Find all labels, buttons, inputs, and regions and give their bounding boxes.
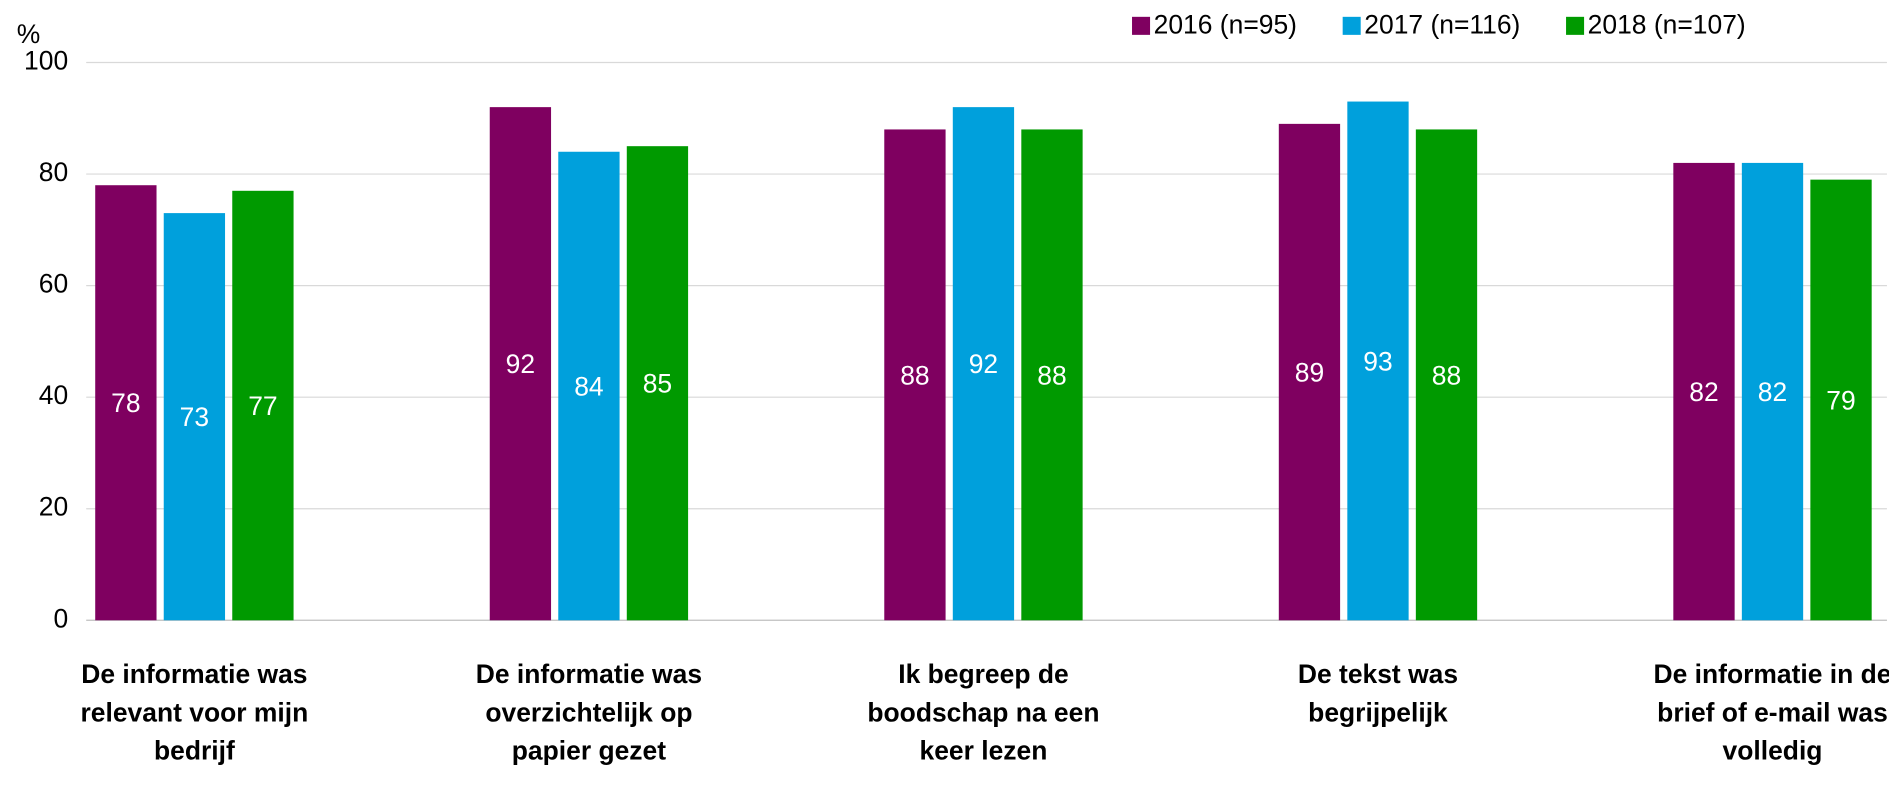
x-tick-label: Ik begreep de boodschap na een keer lezen (867, 659, 1099, 766)
bar (489, 107, 552, 621)
data-label: 84 (574, 371, 603, 401)
data-label: 82 (1758, 377, 1787, 407)
x-tick-label: De tekst was begrijpelijk (1298, 659, 1458, 727)
legend-label: 2018 (n=107) (1588, 9, 1746, 39)
y-tick-label: 40 (39, 380, 68, 410)
data-label: 88 (900, 360, 929, 390)
y-tick-label: 0 (53, 603, 68, 633)
bar (163, 213, 226, 621)
bar (884, 129, 946, 621)
bar (1810, 179, 1872, 621)
data-label: 88 (1432, 360, 1461, 390)
data-label: 77 (248, 391, 277, 421)
bar (232, 190, 294, 621)
bar (626, 146, 689, 621)
x-tick-label-line: overzichtelijk op (485, 697, 692, 727)
x-tick-label-line: boodschap na een (867, 697, 1099, 727)
data-label: 89 (1295, 357, 1324, 387)
y-tick-label: 80 (39, 157, 68, 187)
y-tick-label: 60 (39, 269, 68, 299)
bar (95, 185, 157, 621)
y-axis-label: % (17, 19, 41, 49)
legend-label: 2016 (n=95) (1154, 9, 1297, 39)
y-tick-label: 20 (39, 492, 68, 522)
x-tick-label-line: keer lezen (920, 736, 1048, 766)
data-label: 82 (1689, 377, 1718, 407)
x-tick-label-line: De tekst was (1298, 659, 1458, 689)
data-label: 79 (1826, 385, 1855, 415)
bar (952, 107, 1015, 621)
data-label: 78 (111, 388, 140, 418)
x-tick-label-line: Ik begreep de (898, 659, 1068, 689)
x-tick-label-line: begrijpelijk (1308, 697, 1448, 727)
x-tick-label-line: papier gezet (512, 736, 666, 766)
data-label: 73 (180, 402, 209, 432)
y-tick-label: 100 (24, 45, 68, 75)
legend-swatch (1342, 16, 1361, 35)
bar (1741, 162, 1804, 621)
x-tick-label: De informatie in de brief of e-mail was vo… (1654, 659, 1889, 766)
bar (1021, 129, 1083, 621)
bar (1415, 129, 1478, 621)
x-tick-label-line: De informatie was (81, 659, 307, 689)
bar (1278, 123, 1341, 621)
x-tick-label: De informatie was relevant voor mijn bedri… (81, 659, 309, 766)
legend-swatch (1132, 16, 1151, 35)
x-tick-label: De informatie was overzichtelijk op papier… (476, 659, 702, 766)
x-tick-label-line: relevant voor mijn (81, 697, 309, 727)
data-label: 93 (1363, 346, 1392, 376)
data-label: 92 (969, 349, 998, 379)
x-tick-label-line: De informatie was (476, 659, 702, 689)
x-tick-label-line: brief of e-mail was (1657, 697, 1888, 727)
bar (558, 151, 620, 621)
bar (1347, 101, 1409, 621)
data-label: 85 (643, 369, 672, 399)
x-tick-label-line: De informatie in de (1654, 659, 1889, 689)
data-label: 92 (506, 349, 535, 379)
legend-label: 2017 (n=116) (1364, 9, 1520, 39)
data-label: 88 (1037, 360, 1066, 390)
bar (1673, 162, 1735, 621)
x-tick-label-line: bedrijf (154, 736, 235, 766)
legend-swatch (1566, 16, 1585, 35)
x-tick-label-line: volledig (1723, 736, 1823, 766)
